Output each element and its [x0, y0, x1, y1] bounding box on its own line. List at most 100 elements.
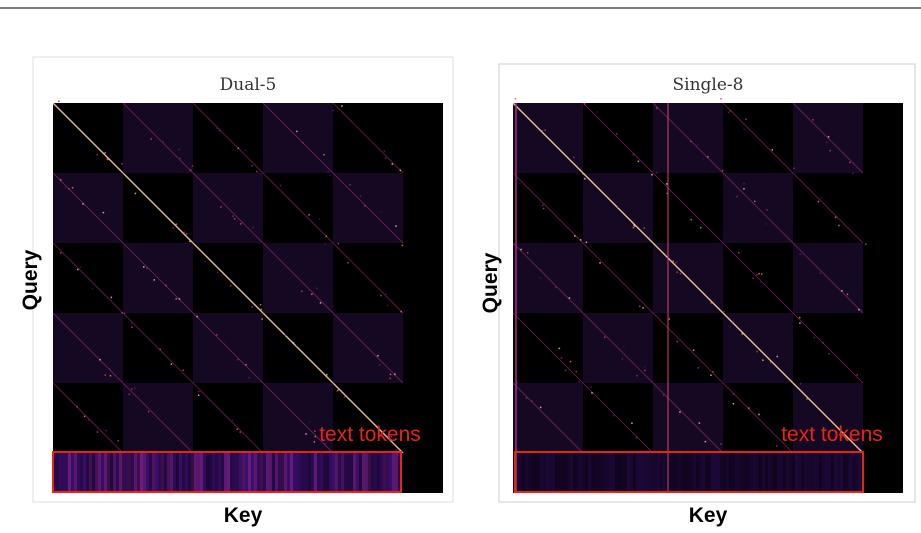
y-axis-label: Query: [479, 252, 502, 313]
speck: [650, 311, 652, 313]
token-strip: [320, 453, 323, 493]
speck: [292, 342, 295, 344]
token-strip: [209, 453, 212, 493]
token-strip: [825, 453, 828, 493]
token-strip: [317, 453, 320, 493]
diagonal: [192, 102, 264, 174]
speck: [743, 182, 745, 185]
diagonal: [332, 382, 404, 454]
token-strip: [197, 453, 200, 493]
speck: [848, 161, 851, 164]
speck: [189, 240, 191, 243]
token-strip: [549, 453, 552, 493]
speck: [596, 111, 598, 113]
token-strip: [89, 453, 92, 493]
speck: [110, 296, 113, 299]
speck: [530, 400, 533, 403]
speck: [838, 224, 840, 227]
token-strip: [128, 453, 131, 493]
speck: [729, 110, 732, 112]
token-strip: [684, 453, 687, 493]
diagonal: [262, 312, 334, 384]
token-strip: [104, 453, 107, 493]
token-strip: [257, 453, 260, 493]
speck: [697, 367, 700, 369]
speck: [701, 158, 704, 160]
token-strip: [816, 453, 819, 493]
speck: [599, 262, 601, 264]
speck: [108, 368, 111, 370]
speck: [655, 171, 658, 174]
speck: [828, 353, 830, 355]
diagonal: [792, 102, 864, 174]
speck: [314, 435, 317, 438]
speck: [318, 218, 320, 220]
token-strip: [819, 453, 822, 493]
speck: [741, 333, 744, 335]
speck: [349, 184, 351, 186]
speck: [604, 336, 606, 339]
speck: [104, 374, 107, 376]
speck: [332, 312, 335, 314]
speck: [676, 271, 678, 273]
token-strip: [765, 453, 768, 493]
speck: [347, 262, 349, 264]
speck: [564, 369, 567, 372]
speck: [822, 342, 824, 344]
speck: [526, 251, 529, 254]
speck: [153, 279, 156, 281]
token-strip: [392, 453, 395, 493]
token-strip: [777, 453, 780, 493]
token-strip: [233, 453, 236, 493]
diagonal: [332, 312, 404, 384]
speck: [753, 200, 756, 203]
token-strip: [804, 453, 807, 493]
speck: [704, 440, 707, 443]
token-strip: [723, 453, 726, 493]
speck: [197, 390, 200, 393]
speck: [756, 273, 758, 276]
token-strip: [311, 453, 314, 493]
speck: [218, 129, 221, 132]
speck: [305, 433, 307, 435]
token-strip: [762, 453, 765, 493]
token-strip: [164, 453, 167, 493]
token-strip: [239, 453, 242, 493]
token-strip: [585, 453, 588, 493]
speck: [364, 205, 366, 207]
speck: [738, 251, 740, 254]
speck: [251, 165, 253, 167]
speck: [710, 301, 713, 304]
speck: [858, 308, 860, 311]
speck: [766, 209, 768, 211]
speck: [236, 428, 238, 431]
diagonal: [512, 172, 584, 244]
speck: [793, 167, 795, 170]
speck: [96, 154, 99, 156]
speck: [765, 223, 767, 225]
diagonal: [52, 312, 124, 384]
speck: [68, 188, 70, 190]
diagonal: [792, 242, 864, 314]
speck: [96, 431, 99, 433]
speck: [326, 373, 328, 376]
speck: [131, 388, 133, 390]
speck: [296, 130, 298, 133]
speck: [258, 241, 261, 244]
speck: [806, 398, 808, 400]
token-strip: [822, 453, 825, 493]
token-strip: [308, 453, 311, 493]
speck: [585, 241, 588, 244]
speck: [314, 430, 316, 433]
token-strip: [717, 453, 720, 493]
token-strip: [398, 453, 401, 493]
token-strip: [516, 453, 519, 493]
speck: [128, 393, 130, 396]
token-strip: [852, 453, 855, 493]
speck: [134, 192, 137, 195]
speck: [216, 271, 219, 274]
speck: [541, 204, 544, 207]
token-strip: [534, 453, 537, 493]
speck: [191, 165, 194, 167]
